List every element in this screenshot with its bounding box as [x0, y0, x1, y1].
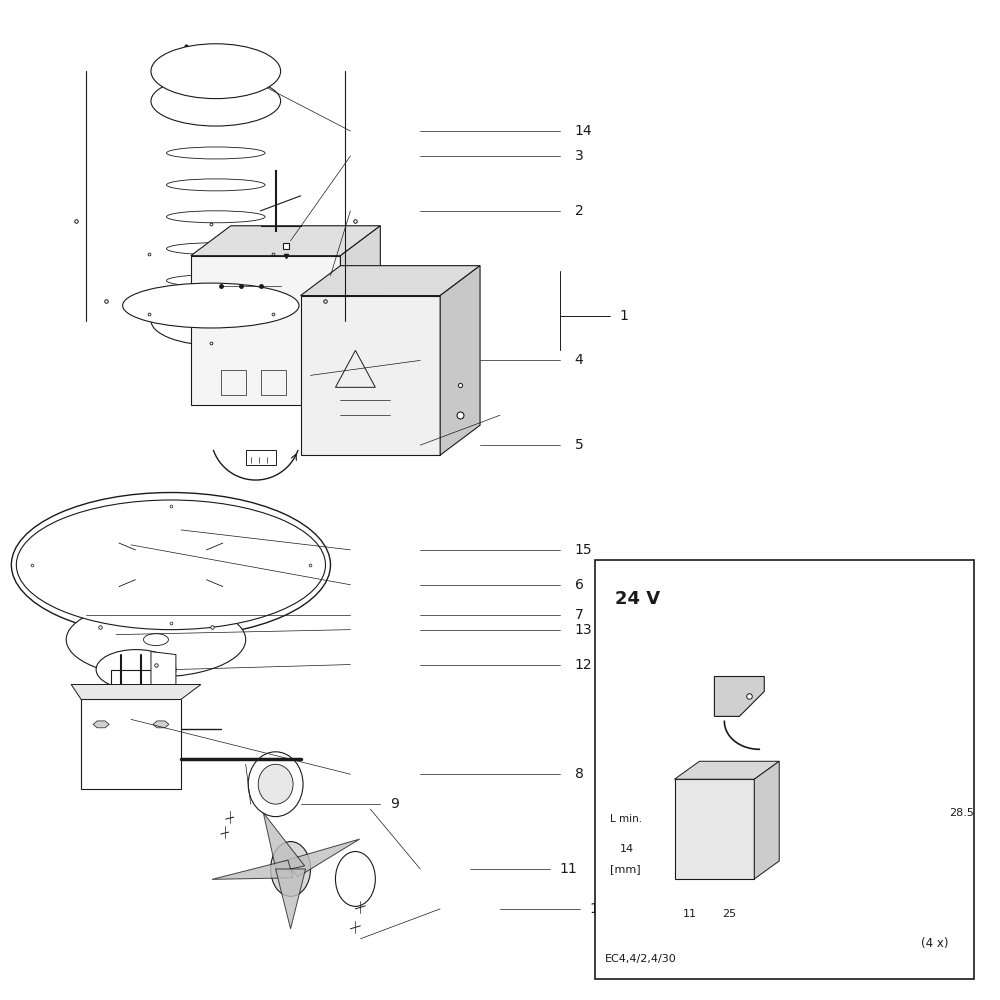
Bar [675, 779, 754, 879]
Text: 28.5: 28.5 [949, 808, 974, 818]
Polygon shape [153, 721, 169, 728]
Ellipse shape [70, 523, 271, 607]
Ellipse shape [248, 752, 303, 817]
Text: L min.: L min. [610, 814, 642, 824]
Polygon shape [263, 813, 305, 872]
Polygon shape [151, 652, 176, 689]
Text: 10: 10 [590, 902, 607, 916]
Polygon shape [714, 677, 764, 716]
Text: 4: 4 [575, 353, 584, 367]
Text: 11: 11 [560, 862, 578, 876]
Text: 15: 15 [575, 543, 592, 557]
Text: 11: 11 [682, 909, 696, 919]
Ellipse shape [123, 283, 299, 328]
Ellipse shape [66, 602, 246, 677]
Bar [221, 370, 246, 395]
Polygon shape [301, 266, 480, 296]
Text: 7: 7 [575, 608, 584, 622]
Text: 8: 8 [575, 767, 584, 781]
Bar [301, 296, 440, 455]
Text: 6: 6 [575, 578, 584, 592]
Polygon shape [754, 761, 779, 879]
Text: 14: 14 [620, 844, 634, 854]
Text: 5: 5 [575, 438, 584, 452]
Text: 1: 1 [620, 309, 629, 323]
Text: 25: 25 [722, 909, 736, 919]
Polygon shape [440, 266, 480, 455]
Polygon shape [675, 761, 779, 779]
Ellipse shape [96, 650, 176, 689]
Text: EC4,4/2,4/30: EC4,4/2,4/30 [605, 954, 676, 964]
Text: 3: 3 [575, 149, 584, 163]
Text: 9: 9 [390, 797, 399, 811]
Polygon shape [340, 226, 380, 405]
Polygon shape [283, 839, 360, 877]
Ellipse shape [151, 44, 281, 99]
Polygon shape [276, 869, 306, 929]
Bar [246, 450, 276, 465]
Text: 24 V: 24 V [615, 590, 660, 608]
Ellipse shape [143, 634, 168, 646]
Ellipse shape [335, 852, 375, 906]
Text: (4 x): (4 x) [921, 937, 949, 950]
Polygon shape [212, 860, 293, 879]
Bar [595, 560, 974, 979]
Bar [301, 370, 325, 395]
Text: 12: 12 [575, 658, 592, 672]
Bar [191, 256, 340, 405]
Bar [261, 370, 286, 395]
Bar [111, 670, 161, 714]
Ellipse shape [151, 555, 191, 575]
Bar [81, 699, 181, 789]
Text: 2: 2 [575, 204, 584, 218]
Ellipse shape [16, 500, 325, 630]
Ellipse shape [271, 842, 311, 896]
Polygon shape [71, 684, 201, 699]
Ellipse shape [258, 764, 293, 804]
Text: 14: 14 [575, 124, 592, 138]
Text: [mm]: [mm] [610, 864, 640, 874]
Polygon shape [93, 721, 109, 728]
Polygon shape [191, 226, 380, 256]
Text: 13: 13 [575, 623, 592, 637]
